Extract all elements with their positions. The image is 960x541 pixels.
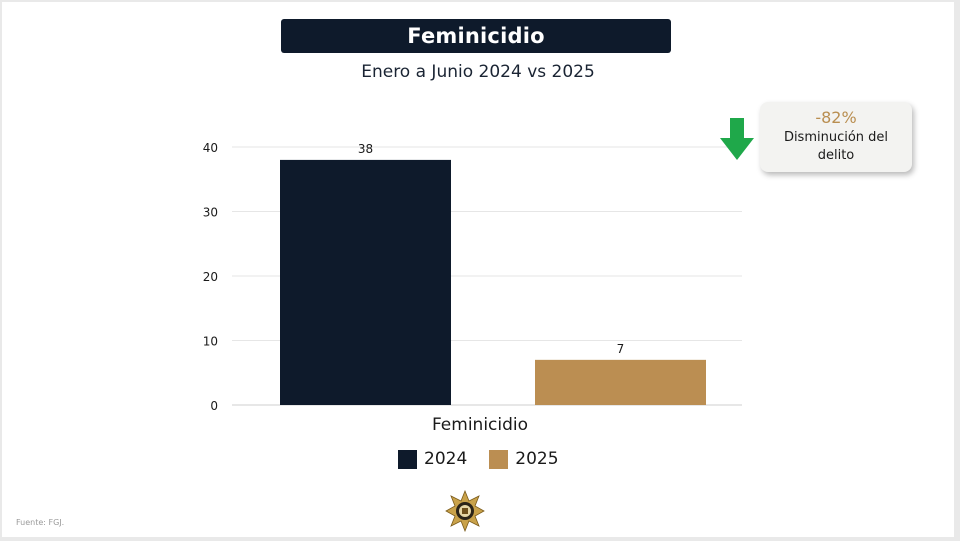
y-tick-label-10: 10 [203, 335, 218, 349]
data-labels: 38 7 [358, 142, 624, 356]
page-title: Feminicidio [407, 24, 545, 48]
police-star-badge-logo [445, 490, 485, 532]
chart-legend: 2024 2025 [398, 449, 581, 469]
source-note: Fuente: FGJ. [16, 518, 65, 527]
y-tick-label-20: 20 [203, 270, 218, 284]
y-tick-label-40: 40 [203, 141, 218, 155]
reduction-percent: -82% [815, 108, 857, 127]
data-label-2025: 7 [617, 342, 625, 356]
reduction-description: Disminución del delito [783, 130, 889, 163]
legend-label-2025: 2025 [515, 449, 559, 469]
data-label-2024: 38 [358, 142, 373, 156]
legend-swatch-2024 [398, 449, 417, 469]
page-subtitle: Enero a Junio 2024 vs 2025 [361, 62, 595, 82]
legend-item-2025: 2025 [489, 449, 559, 469]
legend-swatch-2025 [489, 449, 509, 469]
legend-label-2024: 2024 [424, 449, 468, 469]
reduction-callout: -82% Disminución del delito [760, 102, 912, 172]
title-banner: Feminicidio [281, 19, 671, 53]
y-tick-label-30: 30 [203, 206, 218, 220]
y-tick-label-0: 0 [210, 399, 218, 413]
y-axis-ticks: 0 10 20 30 40 [203, 141, 218, 413]
chart-bars [280, 159, 706, 405]
bar-2024 [280, 159, 451, 405]
bar-2025 [535, 359, 706, 405]
arrow-down-icon [720, 118, 754, 160]
legend-item-2024: 2024 [398, 449, 467, 469]
x-axis-label: Feminicidio [432, 415, 528, 435]
